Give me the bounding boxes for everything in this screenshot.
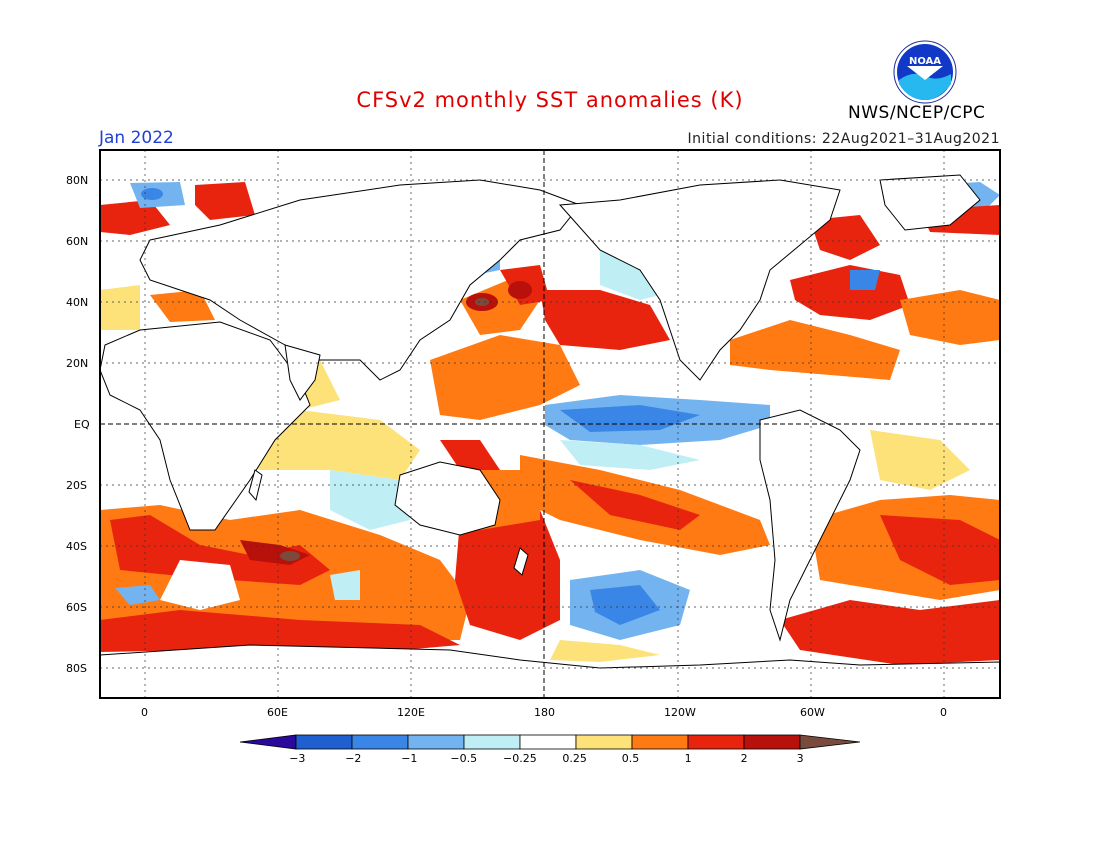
colorbar-label: −0.25	[503, 752, 537, 765]
colorbar-segment	[687, 734, 745, 750]
anomaly-region	[730, 320, 900, 380]
lat-label: EQ	[74, 418, 90, 431]
landmass-new-zealand	[513, 547, 529, 576]
agency-label: NWS/NCEP/CPC	[848, 103, 986, 123]
anomaly-region	[280, 551, 300, 561]
colorbar-label: 3	[796, 752, 804, 765]
lat-label: 80S	[66, 662, 87, 675]
reference-lines	[100, 150, 1000, 698]
colorbar-label: −2	[345, 752, 362, 765]
lon-label: 120E	[397, 706, 425, 719]
anomaly-region	[330, 570, 360, 600]
anomaly-region	[508, 281, 532, 299]
anomaly-region	[455, 510, 560, 640]
colorbar-label: −0.5	[450, 752, 478, 765]
anomaly-region	[590, 585, 660, 625]
anomaly-region	[560, 440, 700, 470]
colorbar-segment	[575, 734, 633, 750]
lat-label: 20N	[66, 357, 89, 370]
colorbar-segment	[295, 734, 353, 750]
colorbar-segment	[743, 734, 801, 750]
continents	[100, 174, 1000, 698]
landmass-south-america	[759, 409, 861, 642]
lon-label: 0	[141, 706, 148, 719]
map-frame	[99, 149, 1001, 699]
noaa-logo-text: NOAA	[909, 56, 941, 67]
anomaly-region	[880, 515, 1000, 585]
anomaly-region	[100, 200, 170, 235]
colorbar-label: 0.25	[562, 752, 587, 765]
colorbar-segment	[631, 734, 689, 750]
lat-label: 80N	[66, 174, 89, 187]
colorbar-segment	[351, 734, 409, 750]
lon-label: 120W	[664, 706, 696, 719]
lat-label: 40N	[66, 296, 89, 309]
lon-label: 60E	[267, 706, 288, 719]
lat-label: 60S	[66, 601, 87, 614]
anomaly-region	[195, 182, 255, 220]
anomaly-region	[550, 640, 660, 662]
anomaly-region	[850, 270, 880, 290]
landmass-north-america	[558, 179, 841, 381]
colorbar-label: 0.5	[621, 752, 640, 765]
colorbar-segment	[519, 734, 577, 750]
anomaly-region	[560, 405, 700, 432]
colorbar-low-arrow	[239, 734, 297, 750]
landmass-india	[284, 344, 321, 401]
lat-label: 60N	[66, 235, 89, 248]
anomaly-region	[810, 215, 880, 260]
lon-label: 0	[940, 706, 947, 719]
colorbar-label: 1	[684, 752, 692, 765]
anomaly-region	[150, 290, 215, 322]
colorbar-label: −1	[401, 752, 418, 765]
gridlines	[100, 150, 1000, 698]
anomaly-region	[475, 298, 489, 306]
anomaly-region	[141, 188, 163, 200]
colorbar-segment	[407, 734, 465, 750]
landmass-australia	[394, 461, 501, 536]
anomaly-region	[430, 335, 580, 420]
colorbar	[239, 734, 861, 750]
anomaly-region	[115, 585, 160, 605]
lat-label: 40S	[66, 540, 87, 553]
anomaly-region	[780, 600, 1000, 665]
anomaly-region	[100, 285, 140, 330]
chart-title: CFSv2 monthly SST anomalies (K)	[356, 88, 744, 112]
anomaly-region	[160, 560, 240, 610]
landmass-africa	[100, 321, 311, 531]
colorbar-label: −3	[289, 752, 306, 765]
anomaly-region	[540, 290, 670, 350]
anomaly-region	[440, 440, 500, 470]
landmass-antarctica	[100, 644, 1000, 698]
anomaly-region	[100, 610, 460, 652]
anomaly-region	[110, 515, 330, 585]
lon-label: 60W	[800, 706, 825, 719]
anomaly-region	[900, 290, 1000, 345]
colorbar-segment	[463, 734, 521, 750]
initial-conditions: Initial conditions: 22Aug2021–31Aug2021	[687, 131, 1000, 147]
anomaly-region	[790, 265, 910, 320]
anomaly-region	[870, 430, 970, 490]
lon-label: 180	[534, 706, 555, 719]
colorbar-high-arrow	[799, 734, 861, 750]
colorbar-label: 2	[740, 752, 748, 765]
landmass-greenland	[879, 174, 981, 231]
forecast-month: Jan 2022	[99, 128, 174, 148]
anomaly-region	[570, 480, 700, 530]
noaa-logo: NOAA	[893, 40, 957, 104]
lat-label: 20S	[66, 479, 87, 492]
